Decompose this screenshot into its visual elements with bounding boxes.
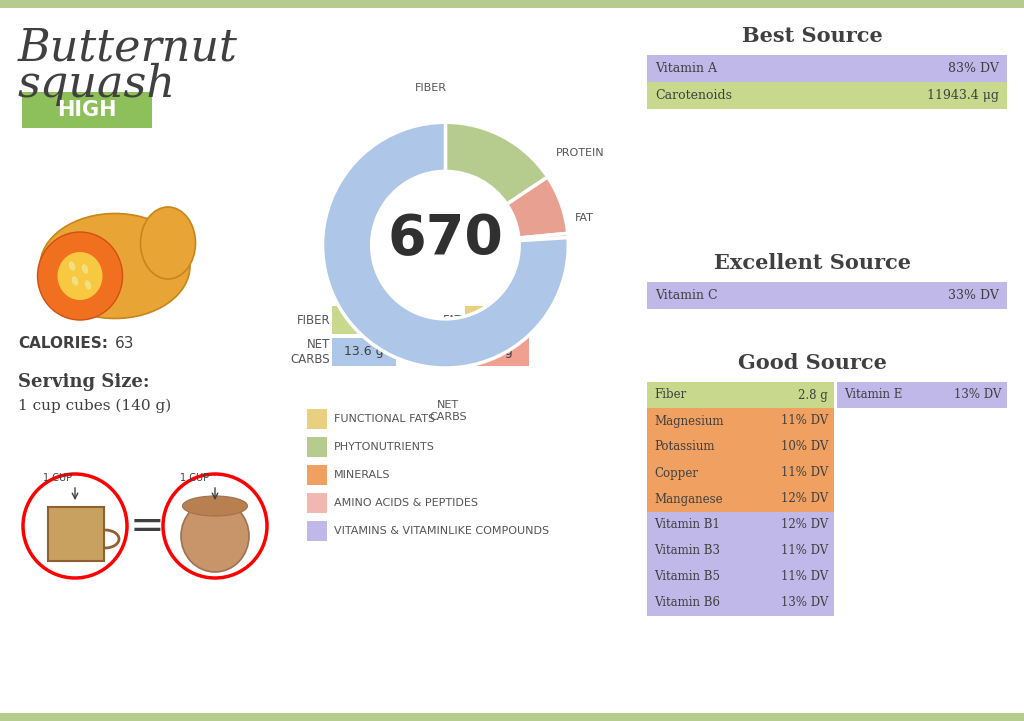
Text: HIGH: HIGH: [57, 100, 117, 120]
FancyBboxPatch shape: [647, 538, 834, 564]
FancyBboxPatch shape: [647, 590, 834, 616]
Ellipse shape: [140, 207, 196, 279]
Wedge shape: [323, 123, 568, 368]
Text: 1.4 g: 1.4 g: [481, 345, 513, 358]
Ellipse shape: [72, 276, 78, 286]
Text: Excellent Source: Excellent Source: [714, 253, 910, 273]
Text: 1 CUP: 1 CUP: [43, 473, 73, 483]
Text: 11% DV: 11% DV: [780, 466, 828, 479]
FancyBboxPatch shape: [307, 521, 327, 541]
Text: squash: squash: [18, 63, 176, 106]
FancyBboxPatch shape: [307, 437, 327, 457]
Text: 11% DV: 11% DV: [780, 570, 828, 583]
Text: Magnesium: Magnesium: [654, 415, 724, 428]
Text: 2.8 g: 2.8 g: [799, 389, 828, 402]
Text: 33% DV: 33% DV: [948, 289, 999, 302]
Text: 13% DV: 13% DV: [780, 596, 828, 609]
Ellipse shape: [69, 261, 76, 271]
Text: 11943.4 μg: 11943.4 μg: [927, 89, 999, 102]
Text: Good Source: Good Source: [737, 353, 887, 373]
Ellipse shape: [57, 252, 102, 300]
Text: Potassium: Potassium: [654, 441, 715, 454]
FancyBboxPatch shape: [647, 382, 834, 408]
Text: FIBER: FIBER: [296, 314, 330, 327]
FancyBboxPatch shape: [0, 0, 1024, 8]
Text: 2.8 g: 2.8 g: [348, 314, 380, 327]
Text: Fiber: Fiber: [654, 389, 686, 402]
FancyBboxPatch shape: [647, 486, 834, 512]
Text: 1 cup cubes (140 g): 1 cup cubes (140 g): [18, 399, 171, 413]
FancyBboxPatch shape: [647, 564, 834, 590]
Ellipse shape: [182, 496, 248, 516]
Text: NET
CARBS: NET CARBS: [291, 338, 330, 366]
Text: PHYTONUTRIENTS: PHYTONUTRIENTS: [334, 442, 435, 452]
Wedge shape: [445, 123, 548, 204]
FancyBboxPatch shape: [332, 306, 396, 334]
Text: Best Source: Best Source: [741, 26, 883, 46]
Text: Butternut: Butternut: [18, 26, 238, 69]
FancyBboxPatch shape: [307, 409, 327, 429]
Text: 13% DV: 13% DV: [953, 389, 1001, 402]
FancyBboxPatch shape: [647, 434, 834, 460]
Text: =: =: [130, 505, 165, 547]
Text: Manganese: Manganese: [654, 492, 723, 505]
FancyBboxPatch shape: [647, 282, 1007, 309]
Text: 1 CUP: 1 CUP: [180, 473, 210, 483]
FancyBboxPatch shape: [647, 512, 834, 538]
Text: 13.6 g: 13.6 g: [344, 345, 384, 358]
FancyBboxPatch shape: [22, 92, 152, 128]
FancyBboxPatch shape: [48, 507, 104, 561]
FancyBboxPatch shape: [647, 55, 1007, 82]
Text: AMINO ACIDS & PEPTIDES: AMINO ACIDS & PEPTIDES: [334, 498, 478, 508]
Text: Vitamin C: Vitamin C: [655, 289, 718, 302]
FancyBboxPatch shape: [647, 408, 834, 434]
FancyBboxPatch shape: [465, 338, 529, 366]
FancyBboxPatch shape: [647, 460, 834, 486]
Text: Vitamin B6: Vitamin B6: [654, 596, 720, 609]
Text: Serving Size:: Serving Size:: [18, 373, 150, 391]
Text: Vitamin A: Vitamin A: [655, 62, 717, 75]
Text: MINERALS: MINERALS: [334, 470, 390, 480]
Text: FUNCTIONAL FATS: FUNCTIONAL FATS: [334, 414, 435, 424]
Text: VITAMINS & VITAMINLIKE COMPOUNDS: VITAMINS & VITAMINLIKE COMPOUNDS: [334, 526, 549, 536]
Ellipse shape: [38, 232, 123, 320]
Text: 63: 63: [115, 336, 134, 351]
Text: CALORIES:: CALORIES:: [18, 336, 108, 351]
Text: 12% DV: 12% DV: [780, 518, 828, 531]
Text: Carotenoids: Carotenoids: [655, 89, 732, 102]
Text: FIBER: FIBER: [415, 83, 446, 93]
FancyBboxPatch shape: [307, 493, 327, 513]
Text: Vitamin B5: Vitamin B5: [654, 570, 720, 583]
FancyBboxPatch shape: [837, 382, 1007, 408]
Text: PROTEIN: PROTEIN: [412, 345, 463, 358]
Text: Copper: Copper: [654, 466, 698, 479]
Text: Vitamin B3: Vitamin B3: [654, 544, 720, 557]
Text: Vitamin B1: Vitamin B1: [654, 518, 720, 531]
Ellipse shape: [181, 500, 249, 572]
Text: 83% DV: 83% DV: [948, 62, 999, 75]
Text: NET
CARBS: NET CARBS: [429, 400, 467, 422]
Text: 0.1 g: 0.1 g: [481, 314, 513, 327]
Ellipse shape: [40, 213, 190, 319]
Text: FAT: FAT: [443, 314, 463, 327]
FancyBboxPatch shape: [332, 338, 396, 366]
Text: 11% DV: 11% DV: [780, 544, 828, 557]
Text: PROTEIN: PROTEIN: [556, 148, 604, 158]
FancyBboxPatch shape: [647, 82, 1007, 109]
Text: Vitamin E: Vitamin E: [844, 389, 902, 402]
Wedge shape: [519, 234, 568, 241]
Wedge shape: [507, 177, 567, 238]
FancyBboxPatch shape: [0, 713, 1024, 721]
Text: FAT: FAT: [574, 213, 593, 223]
FancyBboxPatch shape: [465, 306, 529, 334]
Text: 670: 670: [387, 212, 504, 266]
Ellipse shape: [82, 264, 88, 274]
FancyBboxPatch shape: [307, 465, 327, 485]
Text: 10% DV: 10% DV: [780, 441, 828, 454]
Text: 11% DV: 11% DV: [780, 415, 828, 428]
Text: 12% DV: 12% DV: [780, 492, 828, 505]
Ellipse shape: [85, 280, 91, 290]
